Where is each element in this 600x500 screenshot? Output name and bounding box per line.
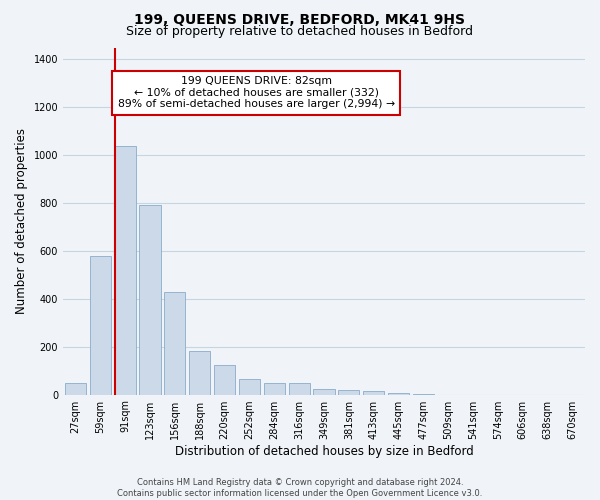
Bar [115,146,136,394]
Bar [90,256,111,394]
Text: Size of property relative to detached houses in Bedford: Size of property relative to detached ho… [127,25,473,38]
Bar [289,382,310,394]
Bar [164,292,185,395]
Text: 199 QUEENS DRIVE: 82sqm
← 10% of detached houses are smaller (332)
89% of semi-d: 199 QUEENS DRIVE: 82sqm ← 10% of detache… [118,76,395,109]
Text: 199, QUEENS DRIVE, BEDFORD, MK41 9HS: 199, QUEENS DRIVE, BEDFORD, MK41 9HS [134,12,466,26]
Bar [239,379,260,394]
Bar [65,382,86,394]
Bar [214,364,235,394]
Bar [313,388,335,394]
Bar [363,391,384,394]
X-axis label: Distribution of detached houses by size in Bedford: Distribution of detached houses by size … [175,444,473,458]
Bar [139,206,161,394]
Bar [338,390,359,394]
Bar [264,382,285,394]
Text: Contains HM Land Registry data © Crown copyright and database right 2024.
Contai: Contains HM Land Registry data © Crown c… [118,478,482,498]
Bar [189,352,211,395]
Y-axis label: Number of detached properties: Number of detached properties [15,128,28,314]
